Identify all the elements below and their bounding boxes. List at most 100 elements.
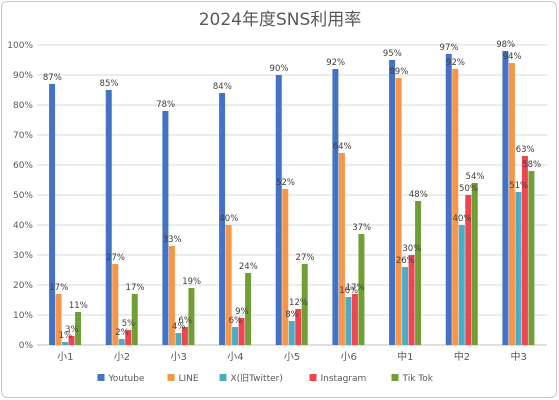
bar	[402, 267, 409, 345]
data-labels: 87%17%1%3%11%85%27%2%5%17%78%33%4%6%19%8…	[43, 40, 541, 341]
bar	[232, 327, 239, 345]
data-label: 97%	[440, 43, 459, 53]
bar	[295, 309, 302, 345]
y-tick-label: 10%	[13, 311, 33, 321]
bar	[175, 333, 182, 345]
data-label: 92%	[326, 58, 345, 68]
data-label: 6%	[229, 316, 243, 326]
data-label: 26%	[396, 256, 415, 266]
bar	[62, 342, 69, 345]
bar	[55, 294, 62, 345]
x-tick-label: 小3	[170, 351, 186, 363]
bar	[238, 318, 245, 345]
y-axis-ticks: 0% 10% 20% 30% 40% 50% 60% 70% 80% 90% 100%	[7, 41, 33, 351]
bar	[471, 183, 478, 345]
data-label: 92%	[446, 58, 465, 68]
bar	[125, 330, 132, 345]
data-label: 4%	[172, 322, 186, 332]
bar	[245, 273, 252, 345]
data-label: 17%	[346, 283, 365, 293]
bar	[75, 312, 82, 345]
data-label: 63%	[516, 145, 535, 155]
data-label: 30%	[402, 244, 421, 254]
bar	[188, 288, 195, 345]
data-label: 40%	[453, 214, 472, 224]
bar	[131, 294, 138, 345]
data-label: 27%	[106, 253, 125, 263]
data-label: 54%	[466, 172, 485, 182]
data-label: 27%	[296, 253, 315, 263]
x-tick-label: 中1	[397, 350, 413, 363]
y-tick-label: 40%	[13, 221, 33, 231]
bar	[282, 189, 289, 345]
bar	[452, 69, 459, 345]
legend-swatch	[391, 374, 399, 381]
x-tick-label: 小4	[227, 351, 243, 363]
bar	[225, 225, 232, 345]
data-label: 3%	[65, 325, 79, 335]
legend-swatch	[97, 374, 105, 381]
y-tick-label: 60%	[13, 161, 33, 171]
x-tick-label: 小6	[340, 351, 356, 363]
data-label: 8%	[285, 310, 299, 320]
legend-label: X(旧Twitter)	[231, 373, 283, 384]
bar	[528, 171, 535, 345]
bar	[112, 264, 119, 345]
x-tick-label: 中2	[454, 350, 470, 363]
bar	[275, 75, 282, 345]
x-axis-ticks: 小1 小2 小3 小4 小5 小6 中1 中2 中3	[57, 350, 527, 363]
bar	[219, 93, 226, 345]
data-label: 33%	[163, 235, 182, 245]
bar	[49, 84, 56, 345]
bar	[181, 327, 188, 345]
bar	[458, 225, 465, 345]
bar	[351, 294, 358, 345]
data-label: 9%	[235, 307, 249, 317]
data-label: 5%	[122, 319, 136, 329]
y-tick-label: 20%	[13, 281, 33, 291]
data-label: 40%	[219, 214, 238, 224]
legend-swatch	[219, 374, 227, 381]
data-label: 6%	[178, 316, 192, 326]
data-label: 89%	[389, 67, 408, 77]
bar	[395, 78, 402, 345]
bar	[332, 69, 339, 345]
data-label: 11%	[69, 301, 88, 311]
legend-swatch	[167, 374, 175, 381]
data-label: 19%	[182, 277, 201, 287]
y-tick-label: 50%	[13, 191, 33, 201]
data-label: 17%	[126, 283, 145, 293]
y-tick-label: 70%	[13, 131, 33, 141]
bar	[445, 54, 452, 345]
data-label: 64%	[333, 142, 352, 152]
data-label: 2%	[115, 328, 129, 338]
bar	[168, 246, 175, 345]
bar	[389, 60, 396, 345]
data-label: 12%	[289, 298, 308, 308]
data-label: 87%	[43, 73, 62, 83]
bar	[408, 255, 415, 345]
bars	[49, 51, 535, 345]
legend-swatch	[309, 374, 317, 381]
data-label: 37%	[352, 223, 371, 233]
chart-title: 2024年度SNS利用率	[199, 10, 362, 30]
data-label: 48%	[409, 190, 428, 200]
x-tick-label: 中3	[510, 350, 526, 363]
y-tick-label: 30%	[13, 251, 33, 261]
bar	[415, 201, 422, 345]
data-label: 24%	[239, 262, 258, 272]
legend-label: Youtube	[108, 374, 145, 384]
bar	[105, 90, 112, 345]
legend-label: LINE	[179, 374, 199, 384]
bar	[521, 156, 528, 345]
data-label: 98%	[496, 40, 515, 50]
bar	[515, 192, 522, 345]
bar	[118, 339, 125, 345]
bar	[68, 336, 75, 345]
bar	[288, 321, 295, 345]
data-label: 78%	[156, 100, 175, 110]
data-label: 51%	[509, 181, 528, 191]
bar	[162, 111, 169, 345]
bar	[345, 297, 352, 345]
